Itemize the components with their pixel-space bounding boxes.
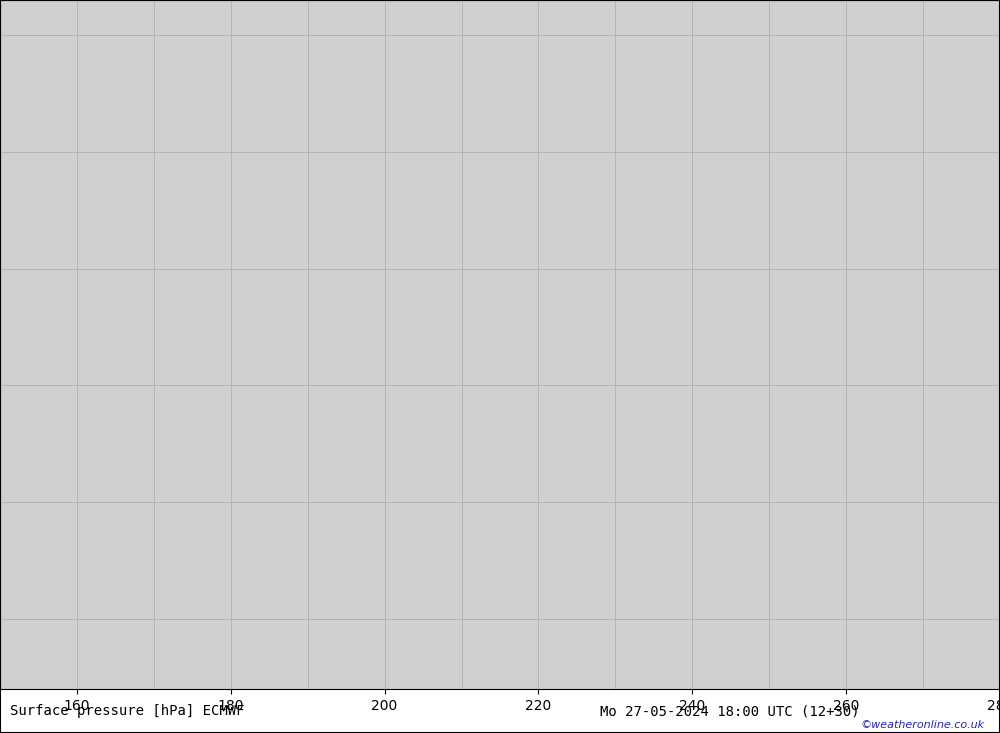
Text: ©weatheronline.co.uk: ©weatheronline.co.uk [861,720,985,730]
Text: Mo 27-05-2024 18:00 UTC (12+30): Mo 27-05-2024 18:00 UTC (12+30) [600,704,860,718]
Text: Surface pressure [hPa] ECMWF: Surface pressure [hPa] ECMWF [10,704,244,718]
